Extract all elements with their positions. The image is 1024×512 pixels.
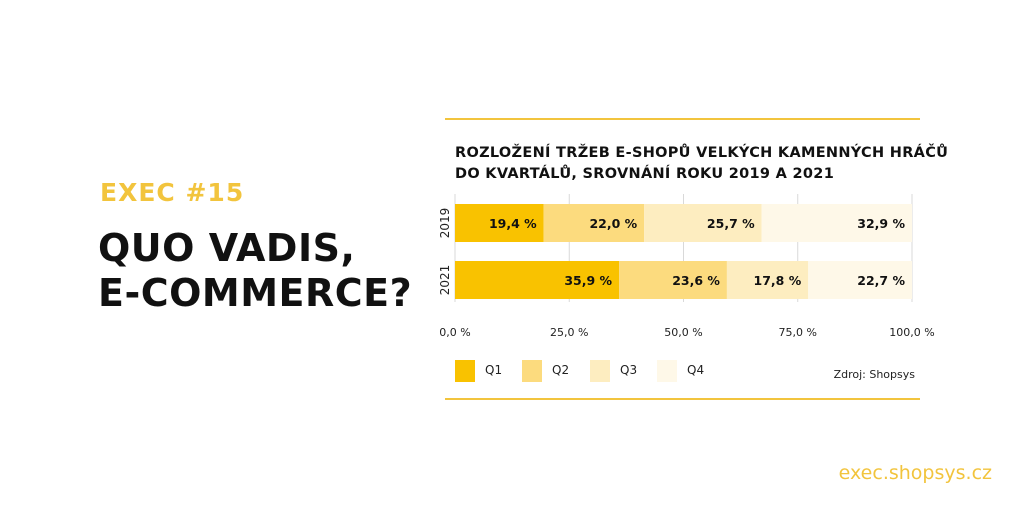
headline-line-2: E-COMMERCE? [98,271,413,315]
bar-2019-q4 [761,204,912,242]
legend-swatch-q1 [455,360,475,382]
category-labels: 2019 2021 [438,208,452,296]
x-tick-label-0: 0,0 % [439,326,470,339]
legend-label-q2: Q2 [552,363,570,377]
value-label-2021-q1: 35,9 % [564,273,612,288]
legend-swatch-q4 [657,360,677,382]
value-labels: 19,4 % 22,0 % 25,7 % 32,9 % 35,9 % 23,6 % 17,8… [489,216,906,288]
value-label-2021-q3: 17,8 % [754,273,802,288]
value-label-2021-q4: 22,7 % [857,273,905,288]
x-tick-label-2: 50,0 % [664,326,702,339]
bottom-divider [445,398,920,400]
exec-tag: EXEC #15 [100,178,245,207]
value-label-2019-q3: 25,7 % [707,216,755,231]
legend: Q1 Q2 Q3 Q4 Zdroj: Shopsys [455,360,915,384]
value-label-2019-q4: 32,9 % [857,216,905,231]
bar-2019-q3 [644,204,762,242]
bar-2021-q3 [726,261,809,299]
bar-2021-q2 [619,261,727,299]
x-tick-label-1: 25,0 % [550,326,588,339]
source-note: Zdroj: Shopsys [833,368,915,381]
headline: QUO VADIS, E-COMMERCE? [98,226,412,316]
stacked-bar-chart: 19,4 % 22,0 % 25,7 % 32,9 % 35,9 % 23,6 % 17,8… [438,194,935,339]
legend-swatch-q2 [522,360,542,382]
category-label-2019: 2019 [438,208,452,239]
x-tick-label-3: 75,0 % [779,326,817,339]
site-url: exec.shopsys.cz [838,462,992,484]
x-tick-labels: 0,0 % 25,0 % 50,0 % 75,0 % 100,0 % [439,326,934,339]
value-label-2019-q1: 19,4 % [489,216,537,231]
bar-2021-q1 [455,261,620,299]
x-tick-label-4: 100,0 % [889,326,934,339]
bar-2019-q1 [455,204,544,242]
top-divider [445,118,920,120]
legend-swatch-q3 [590,360,610,382]
value-label-2019-q2: 22,0 % [589,216,637,231]
category-label-2021: 2021 [438,265,452,296]
legend-label-q4: Q4 [687,363,705,377]
headline-line-1: QUO VADIS, [98,226,356,270]
chart-title: ROZLOŽENÍ TRŽEB E-SHOPŮ VELKÝCH KAMENNÝC… [455,143,948,185]
legend-label-q1: Q1 [485,363,503,377]
chart-title-line-2: DO KVARTÁLŮ, SROVNÁNÍ ROKU 2019 A 2021 [455,166,835,182]
bars [455,204,912,299]
legend-label-q3: Q3 [620,363,638,377]
bar-2021-q4 [808,261,912,299]
value-label-2021-q2: 23,6 % [672,273,720,288]
bar-2019-q2 [543,204,645,242]
chart-title-line-1: ROZLOŽENÍ TRŽEB E-SHOPŮ VELKÝCH KAMENNÝC… [455,145,949,161]
